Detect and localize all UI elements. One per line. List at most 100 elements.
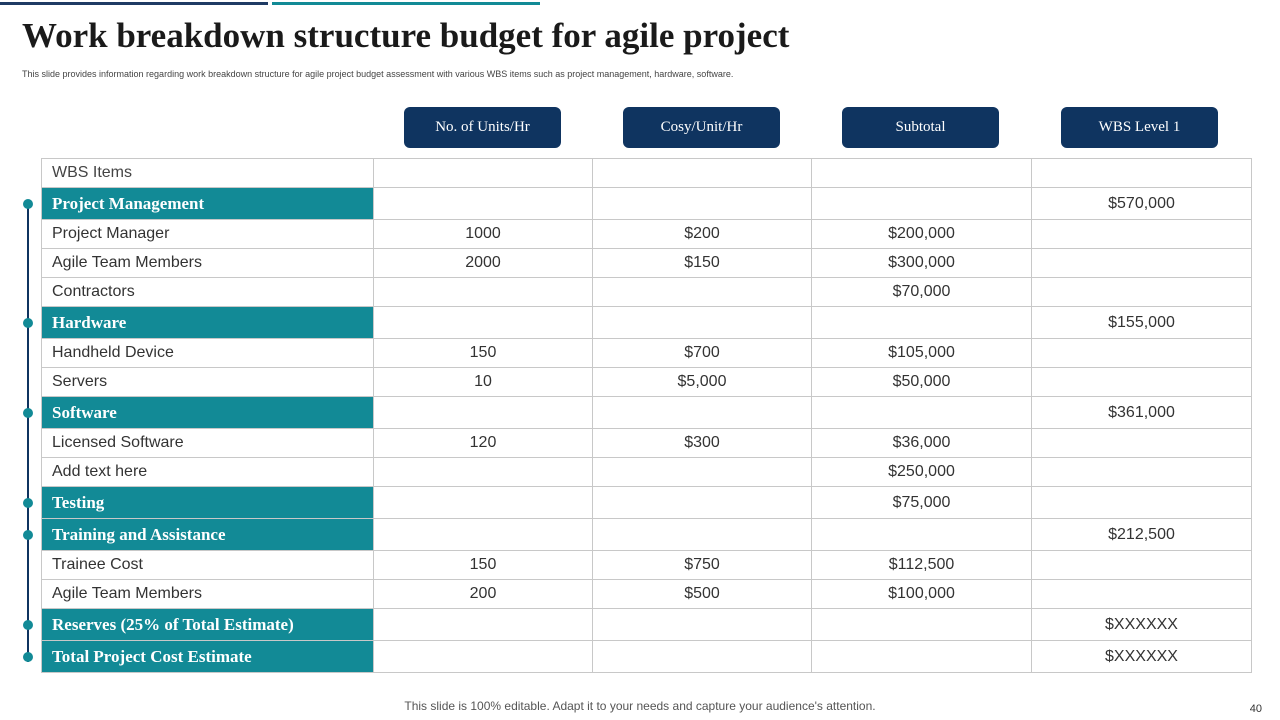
subtotal-value [811, 608, 1032, 641]
units-value [373, 457, 593, 487]
section-label: Testing [41, 486, 374, 519]
top-accent-bar-teal [272, 2, 540, 5]
section-label: Hardware [41, 306, 374, 339]
wbs-level-1-value: $XXXXXX [1031, 608, 1252, 641]
table-row: Contractors $70,000 [41, 277, 1252, 307]
section-label: Training and Assistance [41, 518, 374, 551]
subtotal-value: $200,000 [811, 219, 1032, 249]
timeline-dot [23, 529, 33, 540]
page-subtitle: This slide provides information regardin… [22, 69, 734, 79]
subtotal-value: $70,000 [811, 277, 1032, 307]
top-accent-bar-navy [0, 2, 268, 5]
units-value: 200 [373, 579, 593, 609]
wbs-level-1-value: $212,500 [1031, 518, 1252, 551]
units-value [373, 486, 593, 519]
item-label: Servers [41, 367, 374, 397]
table-row: Agile Team Members 2000 $150 $300,000 [41, 248, 1252, 278]
section-row: Testing $75,000 [41, 486, 1252, 519]
cost-value [592, 277, 812, 307]
timeline-dot [23, 619, 33, 630]
section-row: Software $361,000 [41, 396, 1252, 429]
table-row: Handheld Device 150 $700 $105,000 [41, 338, 1252, 368]
units-value: 10 [373, 367, 593, 397]
subtotal-value [811, 640, 1032, 673]
units-value: 150 [373, 338, 593, 368]
units-value [373, 518, 593, 551]
page-title: Work breakdown structure budget for agil… [22, 16, 790, 55]
item-label: Agile Team Members [41, 579, 374, 609]
subtotal-value [811, 396, 1032, 429]
cost-value [592, 457, 812, 487]
cost-value [592, 518, 812, 551]
wbs-level-1-value [1031, 338, 1252, 368]
cost-value: $150 [592, 248, 812, 278]
subtotal-value: $250,000 [811, 457, 1032, 487]
cost-value: $750 [592, 550, 812, 580]
timeline-dot [23, 497, 33, 508]
wbs-level-1-value [1031, 248, 1252, 278]
section-row: Total Project Cost Estimate $XXXXXX [41, 640, 1252, 673]
cost-value [592, 306, 812, 339]
section-label: Software [41, 396, 374, 429]
section-label: Total Project Cost Estimate [41, 640, 374, 673]
cost-value [592, 640, 812, 673]
cost-value [592, 187, 812, 220]
item-label: Add text here [41, 457, 374, 487]
wbs-level-1-value: $570,000 [1031, 187, 1252, 220]
units-value [373, 396, 593, 429]
wbs-budget-table: WBS Items Project Management $570,000 Proj… [41, 158, 1252, 673]
units-value [373, 306, 593, 339]
wbs-level-1-value [1031, 428, 1252, 458]
cost-value: $300 [592, 428, 812, 458]
wbs-items-header: WBS Items [41, 158, 374, 188]
wbs-level-1-value: $361,000 [1031, 396, 1252, 429]
column-header-cost: Cosy/Unit/Hr [623, 107, 780, 148]
cost-value [592, 396, 812, 429]
table-row: Agile Team Members 200 $500 $100,000 [41, 579, 1252, 609]
table-row: Licensed Software 120 $300 $36,000 [41, 428, 1252, 458]
empty-cell [811, 158, 1032, 188]
section-label: Project Management [41, 187, 374, 220]
column-header-subtotal: Subtotal [842, 107, 999, 148]
table-header-row: WBS Items [41, 158, 1252, 188]
item-label: Project Manager [41, 219, 374, 249]
section-row: Training and Assistance $212,500 [41, 518, 1252, 551]
timeline-dot [23, 407, 33, 418]
section-row: Reserves (25% of Total Estimate) $XXXXXX [41, 608, 1252, 641]
item-label: Handheld Device [41, 338, 374, 368]
wbs-level-1-value [1031, 457, 1252, 487]
timeline-dot [23, 198, 33, 209]
subtotal-value: $75,000 [811, 486, 1032, 519]
subtotal-value: $105,000 [811, 338, 1032, 368]
units-value: 1000 [373, 219, 593, 249]
subtotal-value: $112,500 [811, 550, 1032, 580]
units-value [373, 640, 593, 673]
column-header-wbs-level-1: WBS Level 1 [1061, 107, 1218, 148]
column-header-units: No. of Units/Hr [404, 107, 561, 148]
cost-value [592, 486, 812, 519]
cost-value: $200 [592, 219, 812, 249]
wbs-level-1-value [1031, 367, 1252, 397]
subtotal-value [811, 187, 1032, 220]
cost-value: $500 [592, 579, 812, 609]
subtotal-value [811, 518, 1032, 551]
subtotal-value: $100,000 [811, 579, 1032, 609]
item-label: Licensed Software [41, 428, 374, 458]
subtotal-value: $50,000 [811, 367, 1032, 397]
item-label: Trainee Cost [41, 550, 374, 580]
cost-value [592, 608, 812, 641]
section-row: Hardware $155,000 [41, 306, 1252, 339]
table-row: Project Manager 1000 $200 $200,000 [41, 219, 1252, 249]
wbs-level-1-value [1031, 219, 1252, 249]
table-row: Trainee Cost 150 $750 $112,500 [41, 550, 1252, 580]
wbs-level-1-value [1031, 277, 1252, 307]
units-value [373, 277, 593, 307]
units-value: 150 [373, 550, 593, 580]
wbs-level-1-value [1031, 579, 1252, 609]
empty-cell [373, 158, 593, 188]
wbs-level-1-value: $XXXXXX [1031, 640, 1252, 673]
section-row: Project Management $570,000 [41, 187, 1252, 220]
item-label: Agile Team Members [41, 248, 374, 278]
table-row: Servers 10 $5,000 $50,000 [41, 367, 1252, 397]
units-value [373, 187, 593, 220]
